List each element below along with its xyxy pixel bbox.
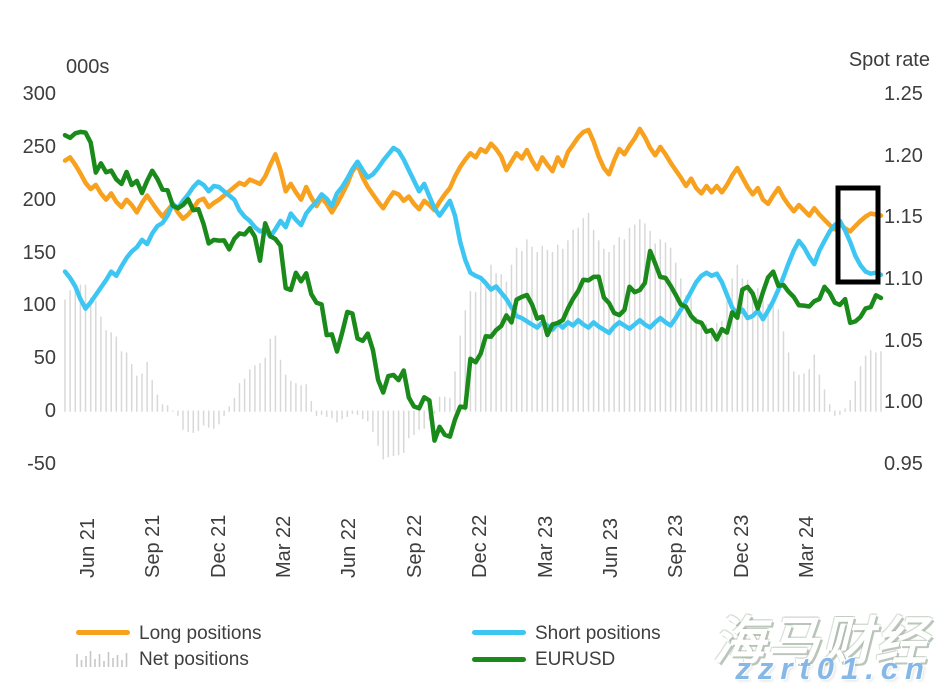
long-positions-swatch-icon [76, 630, 130, 635]
eurusd-swatch-icon [472, 657, 526, 662]
x-tick-Sep-23: Sep 23 [665, 514, 687, 578]
legend-label-eurusd: EURUSD [535, 649, 616, 670]
right-tick-1.25: 1.25 [884, 83, 923, 105]
left-tick-150: 150 [22, 241, 56, 264]
right-tick-1.00: 1.00 [884, 391, 923, 414]
right-tick-0.95: 0.95 [884, 453, 923, 475]
x-tick-Jun-22: Jun 22 [338, 517, 360, 578]
long-positions-line [62, 126, 884, 234]
x-tick-Dec-22: Dec 22 [469, 514, 491, 578]
highlight-box [835, 185, 881, 285]
left-axis-title: 000s [66, 56, 110, 78]
x-tick-Dec-23: Dec 23 [731, 514, 753, 578]
right-tick-1.15: 1.15 [884, 206, 923, 229]
left-tick-300: 300 [22, 83, 56, 105]
x-tick-Sep-22: Sep 22 [404, 514, 426, 578]
eurusd-line [62, 129, 884, 443]
short-positions-line [62, 145, 884, 336]
left-tick-100: 100 [22, 294, 56, 317]
net-positions-swatch-icon [76, 651, 128, 667]
left-tick-200: 200 [22, 188, 56, 211]
left-tick-0: 0 [44, 400, 56, 423]
legend-label-long: Long positions [139, 623, 262, 644]
x-tick-Dec-21: Dec 21 [208, 514, 230, 578]
watermark-url: zzrt01.cn [735, 651, 931, 686]
x-tick-Mar-24: Mar 24 [796, 515, 818, 578]
x-tick-Sep-21: Sep 21 [142, 514, 164, 578]
x-tick-Jun-21: Jun 21 [77, 517, 99, 578]
right-axis-title: Spot rate [848, 49, 930, 71]
left-tick--50: -50 [27, 453, 56, 475]
x-tick-Mar-23: Mar 23 [535, 515, 557, 578]
right-tick-1.10: 1.10 [884, 268, 923, 290]
short-positions-swatch-icon [472, 630, 526, 635]
right-tick-1.20: 1.20 [884, 144, 923, 167]
watermark-brand: 海马财经 [712, 613, 929, 671]
legend-label-short: Short positions [535, 623, 661, 644]
x-tick-Mar-22: Mar 22 [273, 515, 295, 578]
left-tick-50: 50 [33, 347, 56, 370]
net-positions-bars [64, 212, 882, 460]
x-tick-Jun-23: Jun 23 [600, 517, 622, 578]
legend-label-net: Net positions [139, 649, 249, 670]
right-tick-1.05: 1.05 [884, 329, 923, 352]
left-tick-250: 250 [22, 135, 56, 158]
